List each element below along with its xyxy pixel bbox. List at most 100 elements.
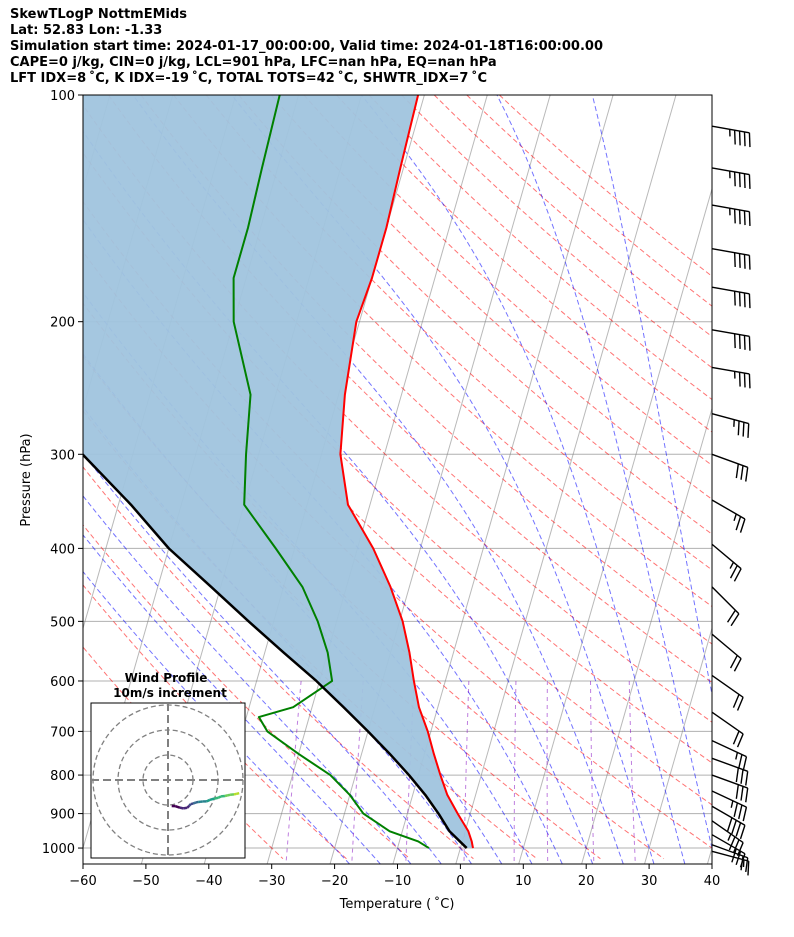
wind-barb-flag [733,252,736,268]
chart-header: SkewTLogP NottmEMids Lat: 52.83 Lon: -1.… [10,7,603,87]
wind-barb [711,633,742,672]
wind-barb-flag [733,658,742,672]
mixing-ratio-line [546,680,549,864]
wind-barb-shaft [711,633,742,660]
wind-barb-shaft [711,711,744,735]
wind-barb-flag [735,463,740,479]
wind-barb-flag [738,804,743,820]
y-axis-label: Pressure (hPa) [19,433,34,526]
wind-barb [711,366,751,389]
wind-barb-shaft [711,204,750,213]
hodograph-segment [217,795,222,799]
dry-adiabat-line [433,95,712,338]
wind-barb-flag [733,291,736,306]
dry-adiabat-line [303,95,712,466]
wind-barb-flag [740,769,744,784]
location-line: Lat: 52.83 Lon: -1.33 [10,23,163,38]
wind-barb-shaft [711,329,750,338]
wind-barb-shaft [711,125,750,134]
isotherm-line [706,846,712,864]
wind-barb-shaft [711,499,746,520]
x-tick-label: −60 [69,874,96,889]
indices-line-2: LFT IDX=8 ˚C, K IDX=-19 ˚C, TOTAL TOTS=4… [10,71,488,86]
wind-barb-flag [733,209,736,224]
wind-barb-flag [742,422,745,437]
wind-barb-flag [738,372,741,387]
wind-barb-shaft [711,586,740,615]
x-tick-label: 10 [515,874,532,889]
wind-barb [711,413,750,438]
wind-barb-shaft [711,248,750,256]
wind-barb-flag [738,253,741,268]
indices-line-1: CAPE=0 j/kg, CIN=0 j/kg, LCL=901 hPa, LF… [10,55,497,70]
hodograph-segment [206,798,211,803]
x-tick-label: 40 [704,874,721,889]
wind-barb-flag [743,131,746,147]
wind-barb [711,125,751,148]
wind-barb [711,850,750,876]
wind-barb-flag [735,822,742,837]
y-tick-label: 600 [50,675,75,690]
wind-barb-half-flag [733,513,737,522]
moist-adiabat-line [83,534,381,864]
isotherm-line [581,406,712,864]
wind-barb-flag [729,655,738,669]
wind-barb [711,757,749,786]
wind-barb-flag [743,292,746,308]
wind-barb-shaft [711,167,750,176]
wind-barb-shaft [711,820,744,844]
wind-barb-flag [735,784,740,799]
hodograph-segment [209,797,215,802]
dry-adiabat-line [466,95,712,307]
wind-barb-flag [742,756,748,771]
wind-barb [711,739,748,771]
wind-barb-flag [736,842,744,857]
mixing-ratio-line [513,680,517,864]
wind-barb-shaft [711,674,744,698]
x-tick-label: 20 [578,874,595,889]
wind-barb-half-flag [727,833,732,841]
wind-barb-flag [738,209,741,225]
y-tick-label: 200 [50,316,75,331]
wind-barb-shaft [711,413,749,425]
y-tick-label: 900 [50,808,75,823]
wind-barb-flag [745,467,749,482]
y-tick-label: 1000 [42,842,75,857]
wind-barb-shaft [711,850,749,862]
wind-barb-shaft [711,739,747,758]
wind-barb-flag [748,293,751,309]
wind-barb-flag [733,171,736,187]
wind-barb-flag [735,767,740,783]
wind-barb-flag [747,861,750,876]
wind-barb [711,167,751,189]
x-tick-label: 0 [456,874,464,889]
moist-adiabat-line [83,570,350,864]
wind-barb-flag [743,373,746,388]
y-tick-label: 500 [50,615,75,630]
wind-barb-flag [745,771,749,786]
wind-barb-flag [740,855,744,871]
wind-barb-half-flag [729,561,735,569]
wind-barb-flag [748,211,751,226]
moist-adiabat-line [360,95,686,864]
moist-adiabat-line [496,95,712,851]
wind-barb-shaft [711,453,748,468]
isotherm-line [644,626,712,864]
wind-barb-flag [740,465,744,480]
moist-adiabat-line [132,95,624,864]
wind-barb-flag [736,697,744,711]
hodograph-segment [188,803,192,807]
wind-barb-flag [738,292,741,307]
isotherm-line [329,95,551,864]
wind-barb-shaft [711,805,746,826]
wind-barb [711,453,749,482]
wind-barb-half-flag [735,752,739,760]
wind-barb-flag [748,373,751,389]
wind-barb-flag [735,516,742,531]
wind-barb [711,820,744,857]
dry-adiabat-line [401,95,712,369]
isotherm-line [266,95,488,864]
wind-barb-flag [733,333,736,349]
hodograph-segment [233,792,237,796]
